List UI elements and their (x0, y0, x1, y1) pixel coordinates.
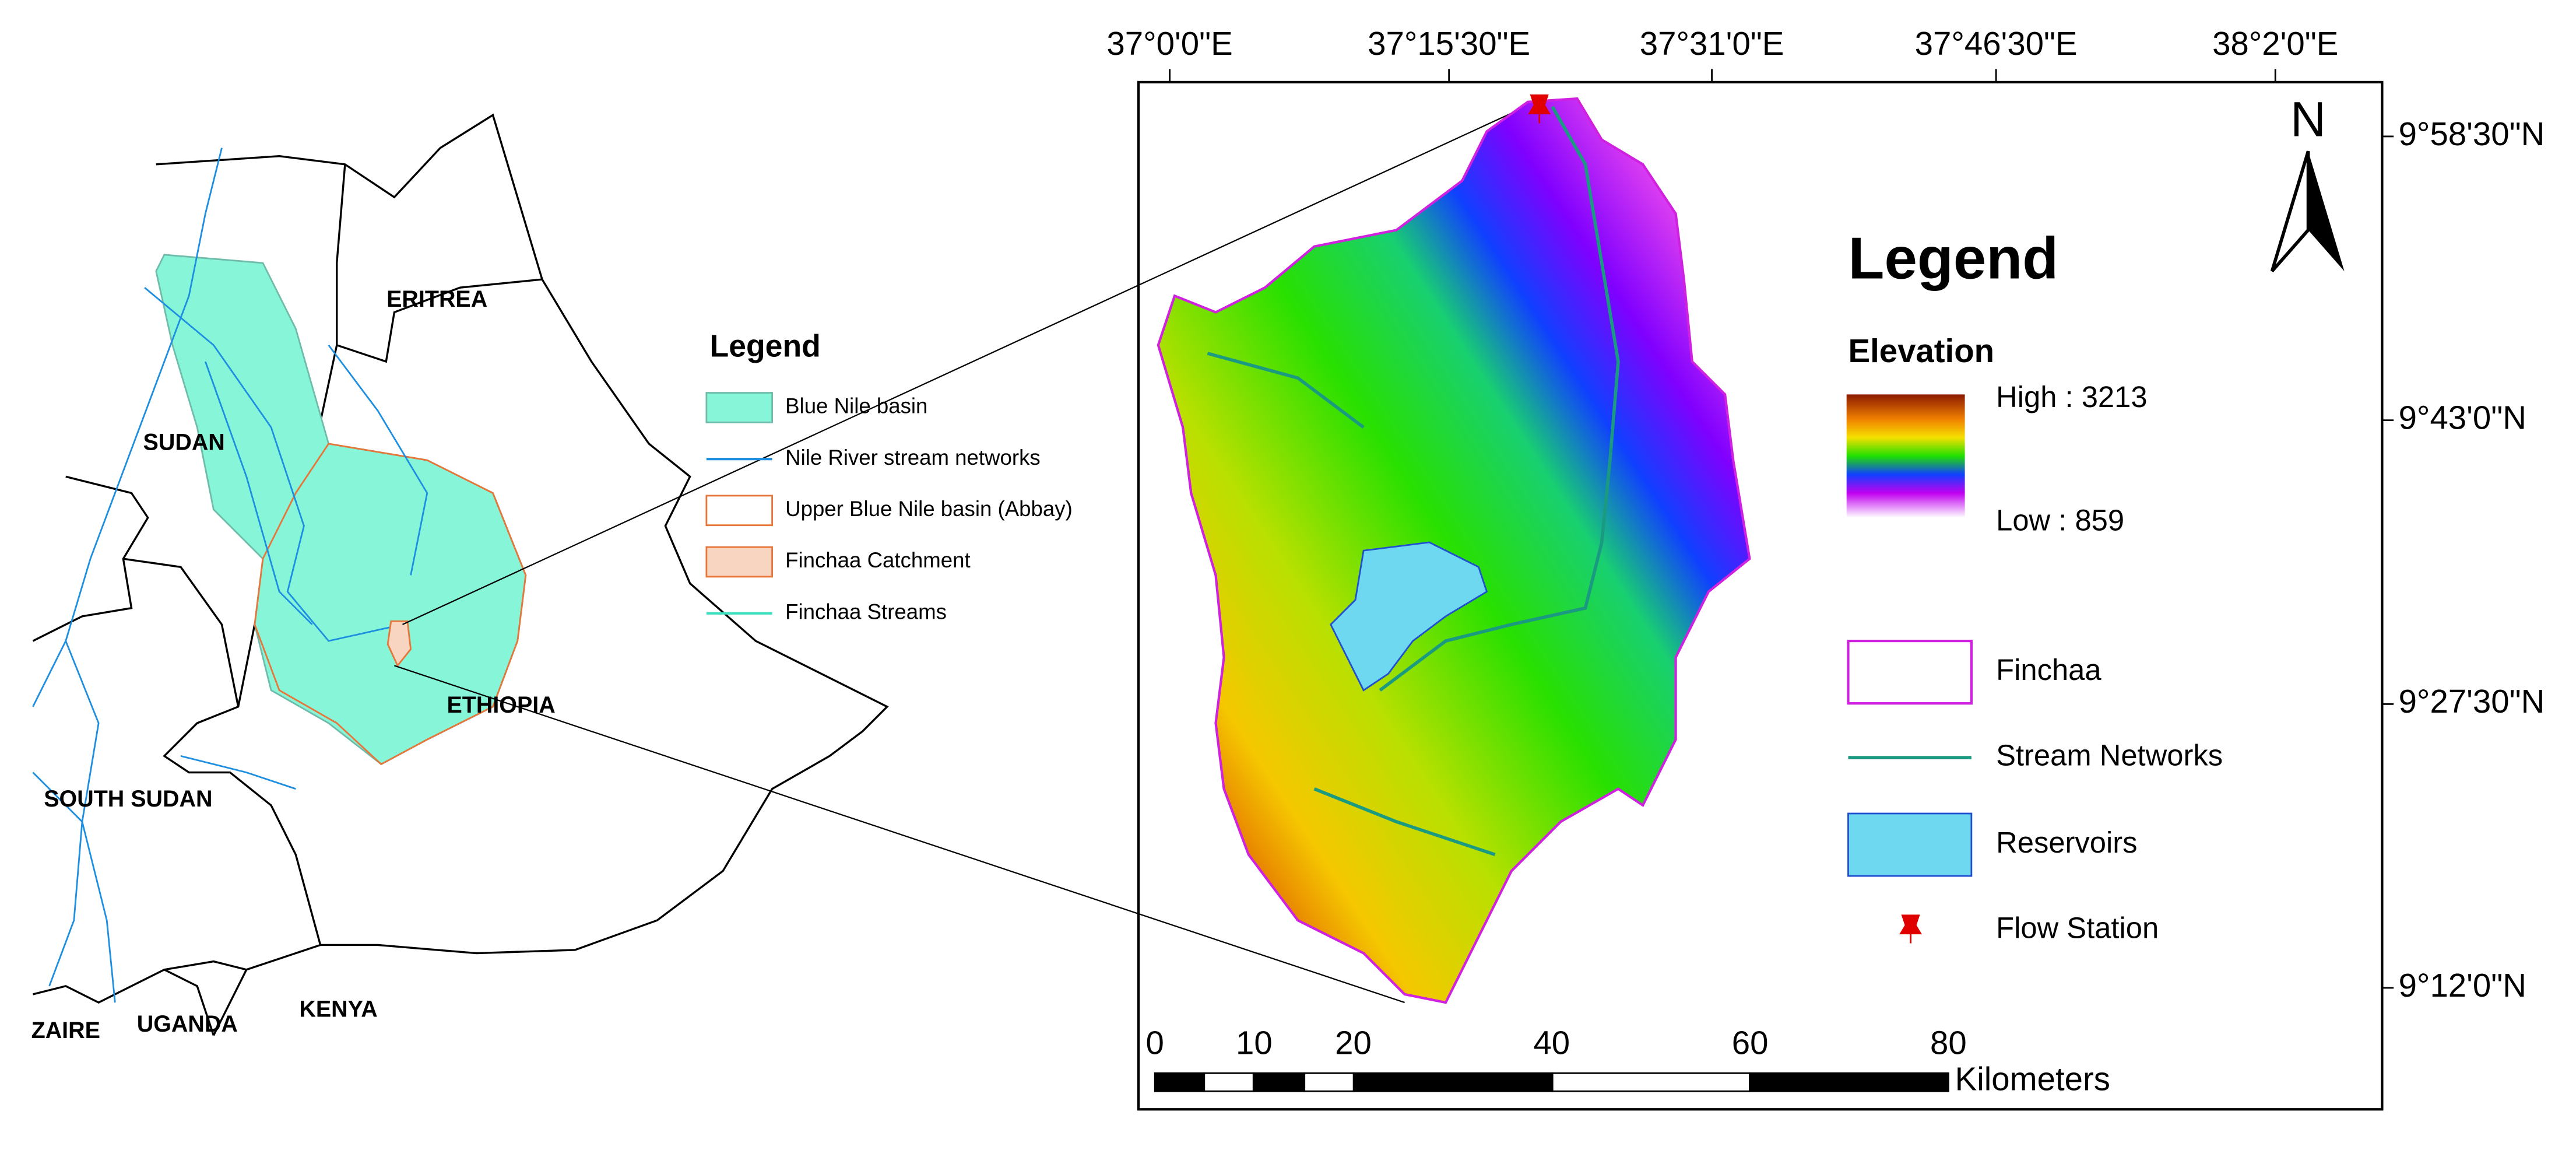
border (164, 969, 215, 1036)
scale-segment (1203, 1072, 1254, 1092)
legend-swatch (705, 546, 773, 578)
stream (32, 772, 83, 987)
latitude-label: 9°43'0"N (2399, 399, 2526, 436)
stream (144, 287, 403, 642)
scale-segment (1352, 1072, 1554, 1092)
country-label: ETHIOPIA (447, 692, 555, 718)
stream (1313, 787, 1496, 857)
legend-label: Blue Nile basin (785, 394, 927, 418)
left-map (32, 101, 1537, 1036)
scale-bar (1154, 1072, 1949, 1092)
scale-segment (1551, 1072, 1751, 1092)
longitude-label: 37°15'30"E (1368, 25, 1530, 62)
legend-label: Finchaa (1996, 653, 2101, 686)
latitude-label: 9°27'30"N (2399, 683, 2545, 720)
legend-swatch (1847, 639, 1973, 705)
north-arrow (2270, 150, 2310, 272)
zoom-line (394, 665, 1405, 1004)
legend-label: Finchaa Streams (785, 599, 947, 623)
elevation-ramp (1846, 394, 1965, 518)
scale-labels: 0 10 20 40 60 80 (1146, 1024, 1967, 1061)
flow-station (1528, 94, 1551, 124)
finchaa-elevation (1157, 97, 1751, 1004)
legend-label: Upper Blue Nile basin (Abbay) (785, 497, 1073, 521)
border (123, 558, 240, 707)
stream (204, 361, 313, 625)
legend-swatch (705, 392, 773, 423)
elevation-high: High : 3213 (1996, 380, 2147, 413)
coordinates: 37°0'0"E 37°15'30"E 37°31'0"E 37°46'30"E 38°… (1106, 25, 2545, 1004)
country-label: ERITREA (386, 286, 487, 312)
scale-tick-label: 60 (1732, 1024, 1769, 1061)
longitude-label: 37°31'0"E (1640, 25, 1784, 62)
upper-blue-nile-boundary (254, 443, 527, 766)
longitude-label: 37°0'0"E (1106, 25, 1232, 62)
stream (32, 148, 223, 707)
map-frame (1137, 80, 2384, 1111)
scale-tick-label: 80 (1930, 1024, 1967, 1061)
scale-segment (1303, 1072, 1355, 1092)
latitude-label: 9°58'30"N (2399, 115, 2545, 152)
border (32, 960, 247, 1004)
country-label: SOUTH SUDAN (44, 786, 212, 812)
latitude-label: 9°12'0"N (2399, 967, 2526, 1004)
stream (180, 755, 296, 790)
scale-segment (1154, 1072, 1206, 1092)
legend-swatch (1899, 914, 1922, 944)
scale-segment (1252, 1072, 1306, 1092)
legend-label: Stream Networks (1996, 739, 2223, 772)
elevation-title: Elevation (1848, 332, 1995, 369)
reservoir (1330, 541, 1488, 692)
stream (328, 344, 428, 576)
north-label: N (2290, 92, 2326, 147)
left-legend: Blue Nile basin Nile River stream network… (705, 392, 1073, 623)
nile-streams (32, 148, 428, 1003)
longitude-label: 38°2'0"E (2212, 25, 2338, 62)
country-label: UGANDA (137, 1011, 238, 1037)
elevation-low: Low : 859 (1996, 504, 2124, 537)
scale-tick-label: 0 (1146, 1024, 1164, 1061)
stream (1207, 352, 1365, 429)
scale-tick-label: 10 (1236, 1024, 1273, 1061)
longitude-label: 37°46'30"E (1915, 25, 2078, 62)
scale-tick-label: 20 (1335, 1024, 1372, 1061)
finchaa-catchment (386, 620, 412, 668)
scale-unit: Kilometers (1955, 1060, 2110, 1097)
zoom-line (402, 101, 1537, 625)
legend-label: Nile River stream networks (785, 446, 1041, 469)
country-label: ZAIRE (31, 1018, 100, 1043)
north-arrow (2308, 151, 2345, 271)
legend-label: Flow Station (1996, 911, 2159, 944)
right-legend: Finchaa Stream Networks Reservoirs Flow Sta… (1996, 653, 2223, 944)
legend-title: Legend (1848, 226, 2059, 292)
border (156, 113, 889, 1036)
country-label: KENYA (299, 997, 377, 1022)
legend-label: Finchaa Catchment (785, 548, 971, 572)
scale-segment (1749, 1072, 1949, 1092)
border (336, 164, 543, 363)
legend-title: Legend (710, 329, 821, 364)
stream (1379, 106, 1620, 692)
legend-swatch (1847, 812, 1973, 877)
country-label: SUDAN (143, 429, 225, 455)
legend-label: Reservoirs (1996, 826, 2137, 859)
blue-nile-basin (155, 254, 527, 766)
stream (65, 640, 116, 1003)
legend-swatch (705, 495, 773, 527)
scale-tick-label: 40 (1533, 1024, 1570, 1061)
